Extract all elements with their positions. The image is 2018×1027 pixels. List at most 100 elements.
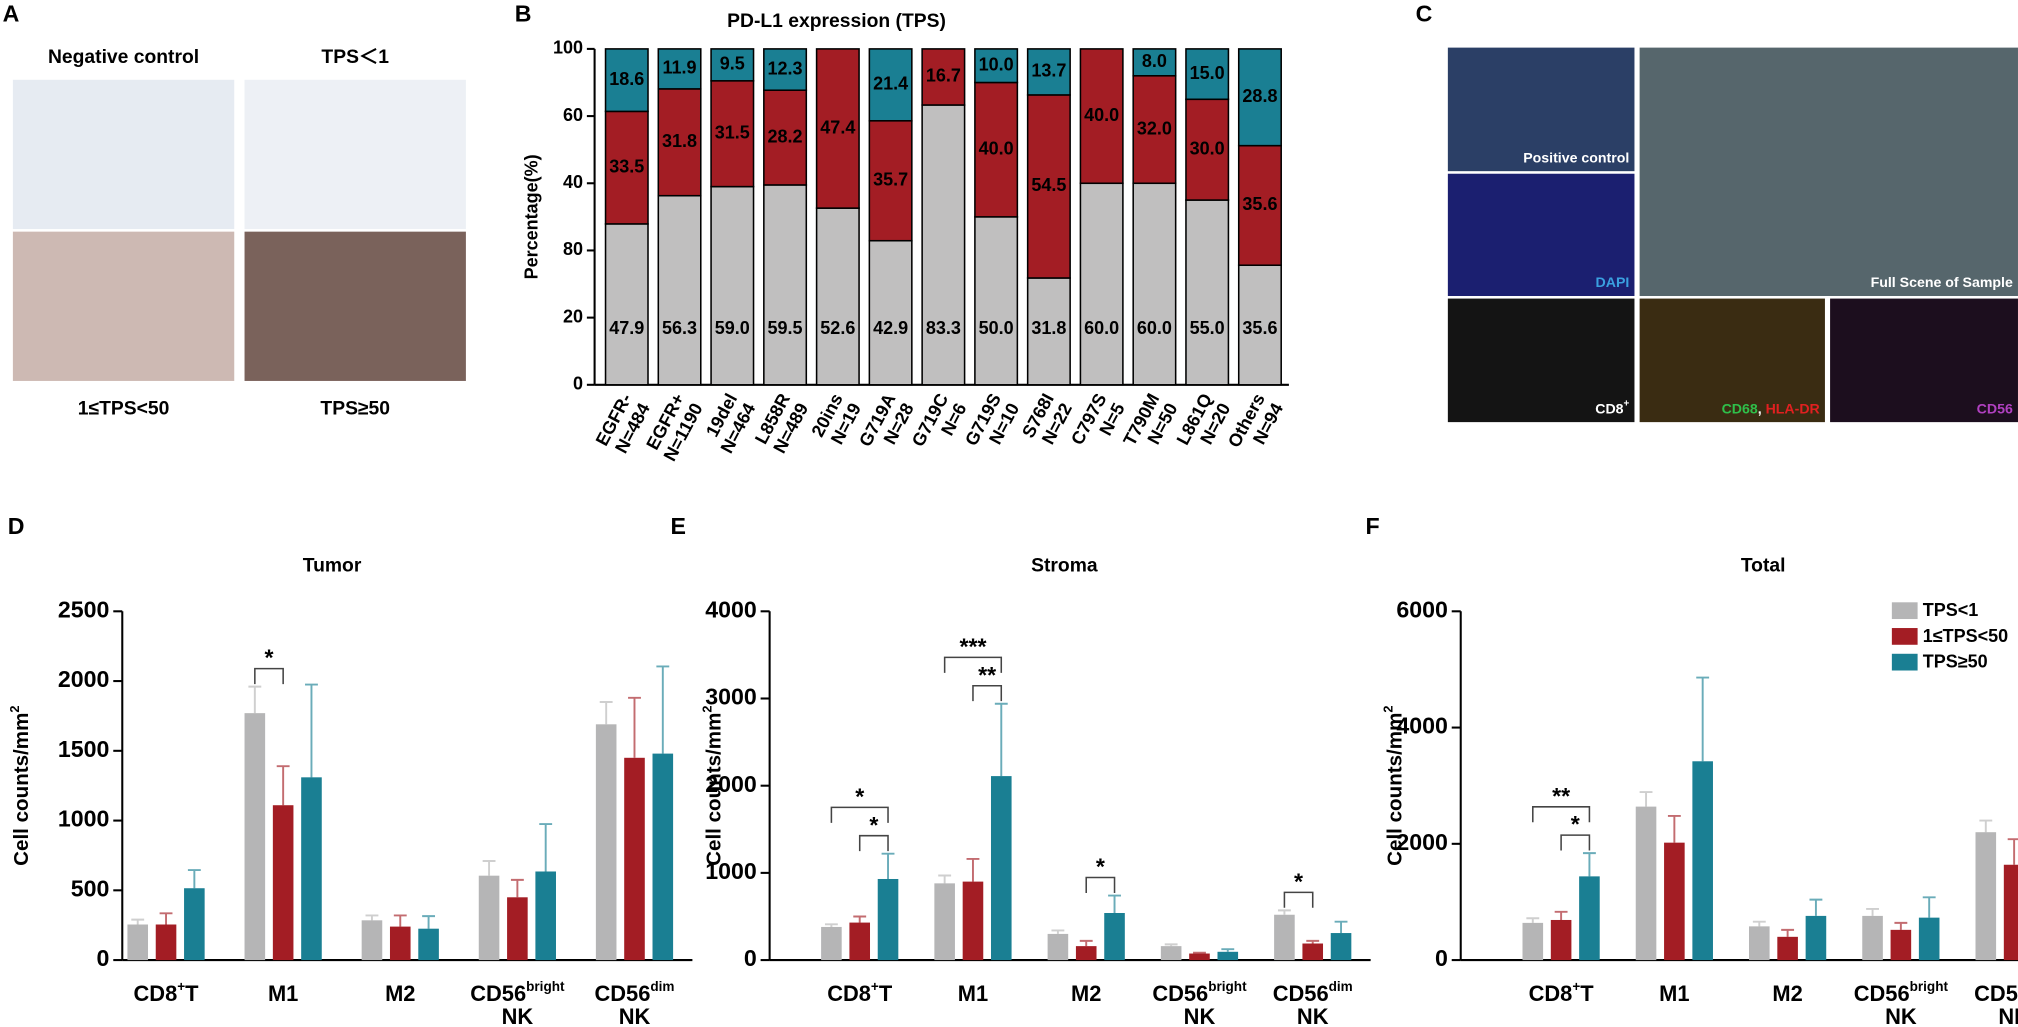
y-tick-label: 4000 <box>705 596 757 622</box>
y-tick-label: 3000 <box>705 684 757 710</box>
bar-segment <box>1132 75 1177 185</box>
ihc-image <box>244 231 466 381</box>
significance-label: * <box>1294 868 1303 894</box>
if-image <box>1639 298 1825 423</box>
y-axis-label: Percentage(%) <box>522 154 542 279</box>
chart-title: Tumor <box>303 555 362 576</box>
y-tick-label: 20 <box>563 306 583 326</box>
label-main: CD56 <box>1854 981 1910 1006</box>
label-main: M2 <box>1772 981 1802 1006</box>
bar-value-label: 32.0 <box>1137 118 1172 138</box>
bar-value-label: 21.4 <box>873 74 908 94</box>
bar-value-label: 16.7 <box>926 66 961 86</box>
caption-part: CD68 <box>1722 400 1758 416</box>
x-tick-label: CD56dim <box>595 979 675 1006</box>
label-main: M2 <box>385 981 415 1006</box>
bar-value-label: 18.6 <box>609 69 644 89</box>
image-caption: Positive control <box>1523 149 1629 165</box>
bar-value-label: 40.0 <box>979 138 1014 158</box>
image-caption: DAPI <box>1596 274 1630 290</box>
error-bar <box>1667 814 1681 843</box>
x-tick-label: EGFR+N=1190 <box>642 390 706 464</box>
y-tick-label: 2000 <box>1396 829 1448 855</box>
bar-segment <box>974 48 1019 84</box>
bar-segment <box>657 88 702 197</box>
y-tick-label: 500 <box>71 875 110 901</box>
bar <box>1217 951 1239 961</box>
x-tick-label: M1 <box>268 981 298 1006</box>
y-tick-label: 60 <box>563 105 583 125</box>
caption-part: CD56 <box>1977 400 2013 416</box>
error-bar <box>539 823 553 872</box>
error-bar <box>1526 917 1540 923</box>
y-tick-label: 0 <box>97 945 110 971</box>
error-bar <box>1334 920 1348 934</box>
bar-segment <box>974 81 1019 218</box>
label-main: CD56 <box>595 981 651 1006</box>
y-axis-label: Cell counts/mm2 <box>1380 706 1407 866</box>
significance-bracket <box>858 834 889 852</box>
error-bar <box>422 915 436 929</box>
bar-segment <box>1132 182 1177 386</box>
error-bar <box>1922 896 1936 918</box>
significance-label: * <box>1571 811 1580 837</box>
chart-title: PD-L1 expression (TPS) <box>727 11 946 32</box>
ihc-image <box>12 231 235 381</box>
x-tick-label: EGFR-N=484 <box>592 390 654 456</box>
x-tick-label: CD8+T <box>827 979 893 1006</box>
bar <box>1862 915 1883 961</box>
image-caption: TPS＜1 <box>321 47 389 68</box>
x-tick-label: M1 <box>958 981 988 1006</box>
y-tick-label: 4000 <box>1396 713 1448 739</box>
label-sup: dim <box>1329 979 1353 994</box>
panel-label: F <box>1365 513 1379 539</box>
bar <box>127 924 149 961</box>
bar-segment <box>657 194 702 386</box>
error-bar <box>599 701 613 725</box>
error-bar <box>938 874 952 884</box>
bar-value-label: 31.5 <box>715 122 750 142</box>
error-bar <box>276 765 290 806</box>
bar-value-label: 31.8 <box>662 131 697 151</box>
error-bar <box>305 683 318 778</box>
error-bar <box>1639 791 1653 807</box>
legend-label: 1≤TPS<50 <box>1923 626 2008 646</box>
error-bar <box>1979 819 1993 833</box>
bar <box>1104 912 1125 961</box>
bar <box>1635 806 1657 961</box>
panel-label: E <box>671 513 686 539</box>
bar <box>934 883 955 961</box>
bar-segment <box>815 48 860 209</box>
bar-segment <box>710 48 755 82</box>
error-bar <box>1277 909 1291 915</box>
caption-part: , <box>1758 400 1766 416</box>
significance-bracket <box>1560 834 1591 851</box>
y-tick-label: 80 <box>563 239 583 259</box>
bar-segment <box>1026 48 1071 96</box>
error-bar <box>1079 939 1093 947</box>
bar <box>1918 917 1940 961</box>
bar-value-label: 12.3 <box>768 58 803 78</box>
bar-value-label: 35.6 <box>1242 194 1277 214</box>
label-sup: + <box>177 979 185 994</box>
significance-bracket <box>830 806 889 823</box>
bar-value-label: 60.0 <box>1137 318 1172 338</box>
bar <box>155 924 177 961</box>
bar-segment <box>604 48 649 113</box>
y-tick-label: 0 <box>573 374 583 394</box>
panel-label: C <box>1416 1 1433 27</box>
bar-value-label: 9.5 <box>720 54 745 74</box>
bar <box>2003 864 2018 961</box>
x-tick-label: CD56bright <box>1854 979 1949 1006</box>
legend-swatch <box>1891 602 1918 620</box>
x-tick-label: CD56dim <box>1974 979 2018 1006</box>
label-sup: + <box>871 979 879 994</box>
bar-segment <box>710 185 755 386</box>
bar <box>595 724 617 961</box>
y-tick-label: 6000 <box>1396 596 1448 622</box>
image-caption: TPS≥50 <box>320 398 390 419</box>
label-main: CD8 <box>1529 981 1573 1006</box>
bar-segment <box>1132 48 1177 77</box>
